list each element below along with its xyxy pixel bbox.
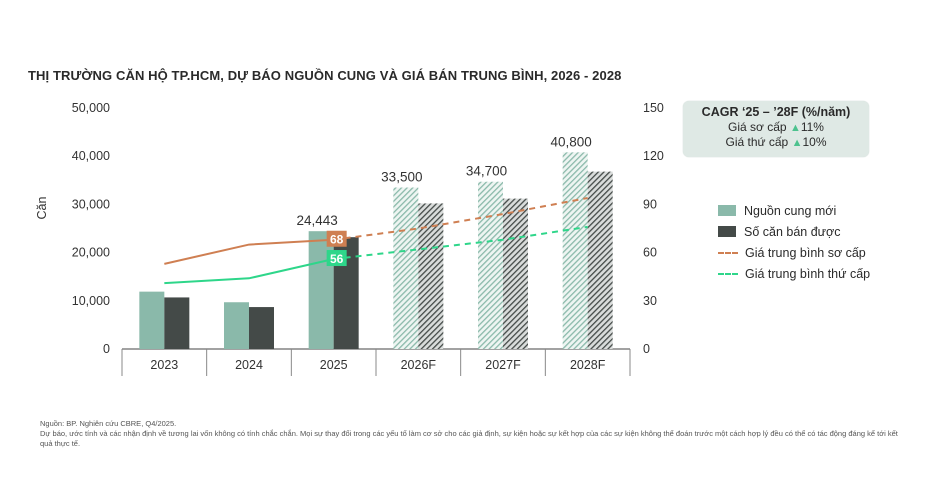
legend-item-new-supply: Nguồn cung mới (718, 200, 870, 221)
footnote: Nguồn: BP. Nghiên cứu CBRE, Q4/2025. Dự … (40, 419, 900, 449)
x-tick-label: 2026F (401, 358, 437, 372)
y2-tick-label: 120 (643, 149, 664, 163)
line-primary-price-forecast (333, 196, 588, 241)
up-triangle-icon: ▲ (789, 122, 801, 134)
bar-new-supply (393, 187, 419, 349)
y-tick-label: 40,000 (72, 149, 110, 163)
bar-value-label: 24,443 (297, 213, 338, 228)
bar-units-sold (249, 307, 274, 349)
x-tick-label: 2025 (320, 358, 348, 372)
bar-new-supply (224, 302, 249, 349)
cagr-secondary-label: Giá thứ cấp (725, 135, 789, 149)
y-tick-label: 50,000 (72, 101, 110, 115)
x-tick-label: 2028F (570, 358, 606, 372)
bar-new-supply (308, 231, 334, 349)
bar-value-label: 33,500 (381, 170, 422, 185)
cagr-title: CAGR ‘25 – ’28F (%/năm) (701, 105, 851, 119)
legend-label-new-supply: Nguồn cung mới (744, 203, 837, 218)
y2-tick-label: 60 (643, 246, 657, 260)
cagr-primary-label: Giá sơ cấp (728, 120, 787, 134)
y2-tick-label: 0 (643, 342, 650, 356)
up-triangle-icon: ▲ (791, 137, 803, 149)
cagr-secondary-line: Giá thứ cấp ▲10% (683, 135, 869, 149)
y2-tick-label: 30 (643, 294, 657, 308)
legend-label-primary-price: Giá trung bình sơ cấp (745, 245, 866, 260)
legend-item-units-sold: Số căn bán được (718, 221, 870, 242)
chart-legend: Nguồn cung mới Số căn bán được Giá trung… (718, 200, 870, 284)
y-tick-label: 10,000 (72, 294, 110, 308)
point-label-primary-box (326, 230, 347, 247)
footnote-source: Nguồn: BP. Nghiên cứu CBRE, Q4/2025. (40, 419, 177, 428)
bar-units-sold (164, 297, 190, 349)
cagr-summary-box: CAGR ‘25 – ’28F (%/năm) Giá sơ cấp ▲11% … (683, 101, 869, 157)
point-label-secondary-box (326, 250, 347, 267)
cagr-primary-line: Giá sơ cấp ▲11% (683, 120, 869, 134)
chart-title: THỊ TRƯỜNG CĂN HỘ TP.HCM, DỰ BÁO NGUỒN C… (28, 68, 622, 83)
x-tick-label: 2023 (150, 358, 178, 372)
y2-tick-label: 150 (643, 101, 664, 115)
x-tick-label: 2027F (485, 358, 521, 372)
bar-new-supply (139, 291, 165, 349)
legend-swatch-units-sold (718, 226, 736, 237)
point-label-primary: 68 (330, 233, 344, 247)
y-tick-label: 20,000 (72, 246, 110, 260)
cagr-primary-value: 11% (800, 120, 824, 134)
legend-dash-primary-price (718, 251, 738, 254)
y-axis-title: Căn (35, 196, 49, 219)
bar-units-sold (418, 203, 444, 349)
point-label-secondary: 56 (330, 252, 344, 266)
legend-dash-secondary-price (718, 272, 738, 275)
bar-value-label: 40,800 (551, 134, 592, 149)
x-tick-label: 2024 (235, 358, 263, 372)
y-tick-label: 30,000 (72, 197, 110, 211)
legend-item-secondary-price: Giá trung bình thứ cấp (718, 263, 870, 284)
line-secondary-price-forecast (333, 225, 588, 261)
cagr-secondary-value: 10% (802, 135, 827, 149)
legend-swatch-new-supply (718, 205, 736, 216)
line-secondary-price-actual (164, 258, 334, 285)
legend-label-secondary-price: Giá trung bình thứ cấp (745, 266, 871, 281)
legend-item-primary-price: Giá trung bình sơ cấp (718, 242, 870, 263)
footnote-disclaimer: Dự báo, ước tính và các nhận định về tươ… (40, 429, 898, 448)
y2-tick-label: 90 (643, 197, 657, 211)
y-tick-label: 0 (103, 342, 110, 356)
bar-value-label: 34,700 (466, 164, 507, 179)
bar-new-supply (562, 152, 588, 349)
line-primary-price-actual (164, 238, 334, 265)
bar-new-supply (478, 181, 503, 349)
bar-units-sold (503, 198, 528, 349)
legend-label-units-sold: Số căn bán được (744, 224, 841, 239)
bar-units-sold (587, 171, 613, 349)
